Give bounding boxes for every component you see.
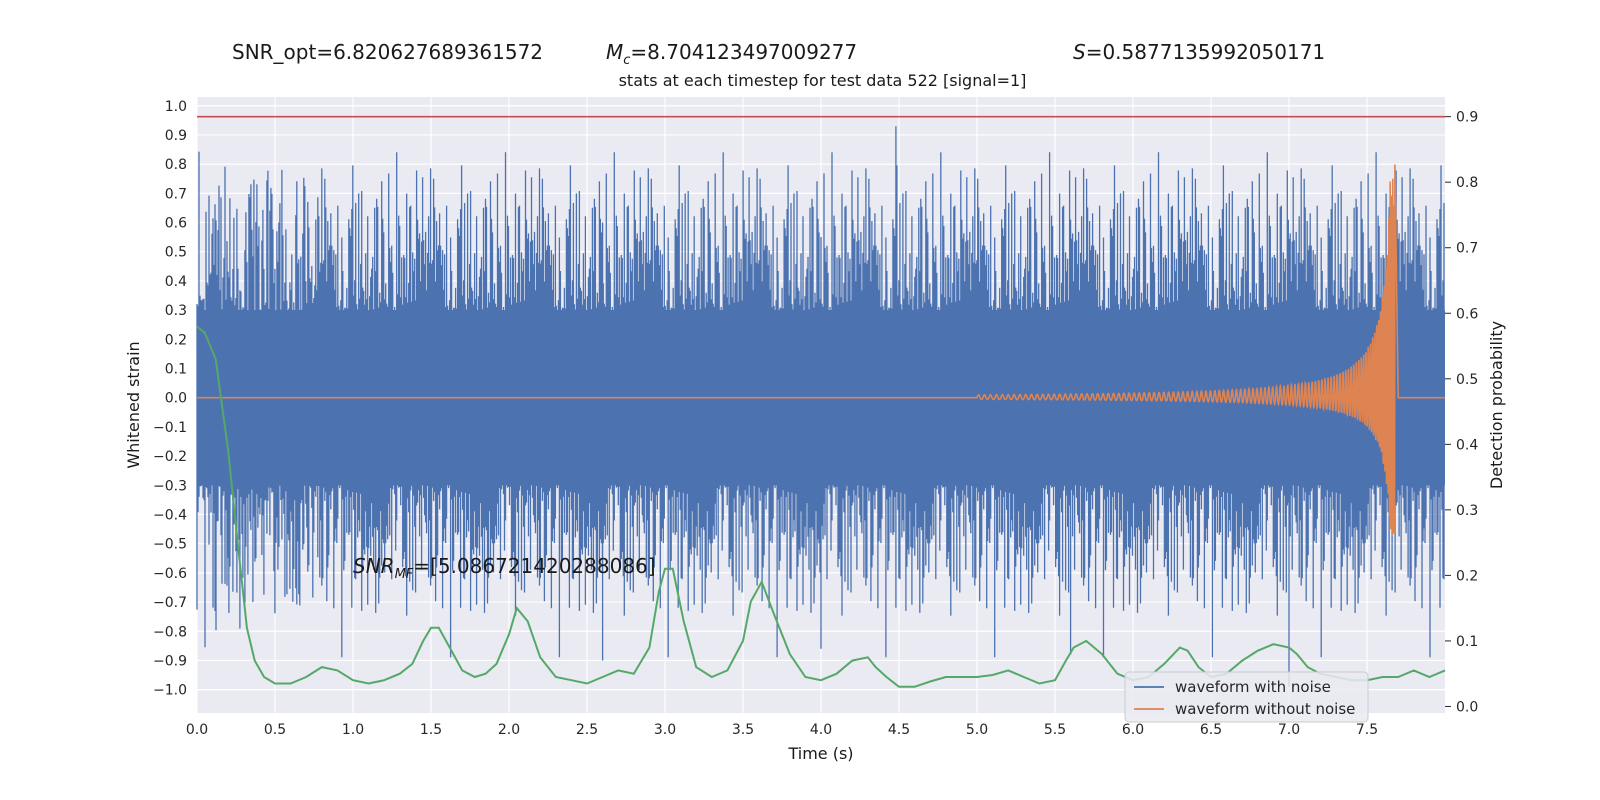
left-y-tick-label: −0.3 [153,478,187,494]
legend-label-clean: waveform without noise [1175,700,1355,718]
left-y-tick-label: 0.6 [165,216,187,232]
chart-subtitle: stats at each timestep for test data 522… [618,71,1027,90]
x-tick-label: 3.5 [732,722,754,738]
right-y-axis-ticks: 0.9 0.8 0.7 0.6 0.5 0.4 0.3 0.2 0.1 0.0 [1445,110,1478,715]
x-tick-label: 1.0 [342,722,364,738]
left-y-tick-label: −0.7 [153,595,187,611]
chirp-mass-value: =8.704123497009277 [630,40,858,64]
left-y-tick-label: −0.6 [153,566,187,582]
s-value: =0.5877135992050171 [1085,40,1326,64]
x-tick-label: 0.5 [264,722,286,738]
snr-mf-annotation: SNRMF=[5.086721420288086] [353,554,656,582]
x-tick-label: 2.5 [576,722,598,738]
left-y-tick-label: −0.4 [153,507,187,523]
snr-mf-subscript: MF [395,567,414,582]
x-tick-label: 5.5 [1044,722,1066,738]
left-y-tick-label: −0.5 [153,537,187,553]
x-tick-label: 6.5 [1200,722,1222,738]
s-header: S=0.5877135992050171 [1073,40,1325,64]
left-y-tick-label: 0.8 [165,157,187,173]
right-y-tick-label: 0.4 [1456,437,1478,453]
right-y-tick-label: 0.8 [1456,175,1478,191]
right-y-axis-label: Detection probability [1487,321,1506,489]
x-axis-ticks: 0.0 0.5 1.0 1.5 2.0 2.5 3.0 3.5 4.0 4.5 5.0 5.5 6.0 6… [186,722,1378,738]
x-tick-label: 4.0 [810,722,832,738]
x-tick-label: 0.0 [186,722,208,738]
x-tick-label: 6.0 [1122,722,1144,738]
left-y-tick-label: 0.2 [165,332,187,348]
legend: waveform with noise waveform without noi… [1124,671,1369,723]
right-y-tick-label: 0.5 [1456,372,1478,388]
left-y-tick-label: −0.2 [153,449,187,465]
x-tick-label: 1.5 [420,722,442,738]
left-y-tick-label: −0.8 [153,624,187,640]
left-y-tick-label: −0.9 [153,653,187,669]
right-y-tick-label: 0.1 [1456,634,1478,650]
snr-opt-header: SNR_opt=6.820627689361572 [232,40,544,64]
right-y-tick-label: 0.3 [1456,503,1478,519]
right-y-tick-label: 0.6 [1456,306,1478,322]
clean-waveform-trace [197,164,1445,537]
snr-mf-symbol: SNR [353,554,395,578]
left-y-tick-label: 0.0 [165,391,187,407]
waveform-without-noise-series [197,164,1445,537]
x-tick-label: 4.5 [888,722,910,738]
left-y-tick-label: 1.0 [165,99,187,115]
right-y-tick-label: 0.0 [1456,699,1478,715]
left-y-tick-label: 0.3 [165,303,187,319]
noise-trace [196,126,1445,687]
left-y-tick-label: 0.7 [165,186,187,202]
x-tick-label: 7.0 [1278,722,1300,738]
left-y-tick-label: −0.1 [153,420,187,436]
chirp-mass-symbol: M [606,40,624,64]
left-y-tick-label: 0.1 [165,362,187,378]
left-y-tick-label: 0.9 [165,128,187,144]
s-symbol: S [1073,40,1086,64]
left-y-tick-label: −1.0 [153,683,187,699]
x-tick-label: 3.0 [654,722,676,738]
x-tick-label: 5.0 [966,722,988,738]
x-tick-label: 2.0 [498,722,520,738]
right-y-tick-label: 0.2 [1456,568,1478,584]
chirp-mass-subscript: c [623,53,631,68]
left-y-axis-ticks: 1.0 0.9 0.8 0.7 0.6 0.5 0.4 0.3 0.2 0.1 0.0 −0.1 −0.… [153,99,187,699]
chirp-mass-header: Mc=8.704123497009277 [606,40,857,68]
right-y-tick-label: 0.7 [1456,241,1478,257]
x-axis-label: Time (s) [787,744,853,763]
left-y-axis-label: Whitened strain [124,341,143,468]
right-y-tick-label: 0.9 [1456,110,1478,126]
snr-mf-value: =[5.086721420288086] [413,554,655,578]
left-y-tick-label: 0.5 [165,245,187,261]
legend-label-noise: waveform with noise [1175,678,1331,696]
x-tick-label: 7.5 [1356,722,1378,738]
left-y-tick-label: 0.4 [165,274,187,290]
legend-box [1124,671,1369,723]
